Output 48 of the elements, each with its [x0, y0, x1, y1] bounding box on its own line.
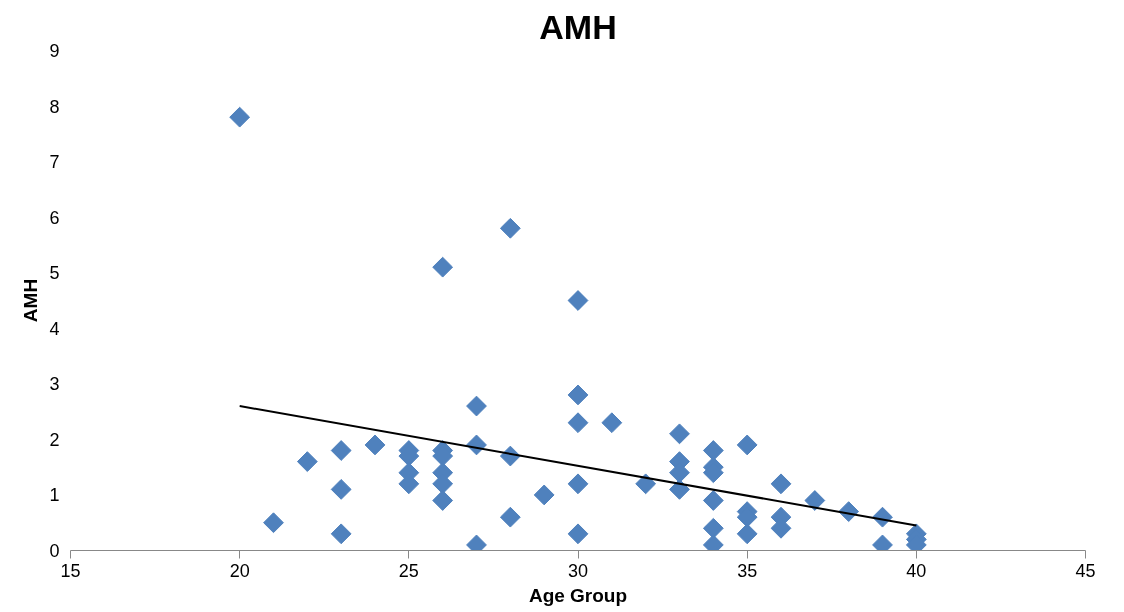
y-tick-label: 8 [49, 96, 60, 117]
y-tick-label: 1 [49, 485, 60, 506]
point [499, 217, 521, 239]
x-axis-title: Age Group [528, 584, 628, 606]
y-axis-title: AMH [20, 278, 42, 323]
y-tick-label: 2 [49, 429, 60, 450]
point [330, 478, 352, 500]
y-tick-label: 4 [49, 318, 60, 339]
y-tick-label: 5 [49, 263, 60, 284]
point [702, 517, 724, 539]
point [330, 440, 352, 461]
point [533, 484, 555, 506]
point [567, 384, 589, 406]
point [499, 506, 521, 528]
y-tick-label: 7 [49, 152, 60, 173]
point [804, 490, 826, 511]
point [601, 412, 623, 434]
y-tick-label: 0 [49, 541, 60, 561]
x-tick-label: 45 [1075, 560, 1096, 581]
y-tick-label: 6 [49, 207, 60, 228]
x-tick-label: 30 [567, 560, 589, 581]
point [635, 473, 657, 495]
point [770, 473, 792, 495]
y-tick-label: 3 [49, 374, 60, 395]
point [466, 395, 487, 417]
point [669, 423, 690, 445]
point [432, 256, 454, 278]
point [432, 490, 454, 511]
point [567, 412, 589, 434]
point [330, 523, 352, 545]
point [229, 106, 251, 128]
x-tick-label: 20 [229, 560, 250, 581]
point [263, 512, 284, 534]
point [702, 440, 724, 461]
point [567, 473, 589, 495]
point [736, 523, 758, 545]
chart-title: AMH [539, 7, 617, 46]
x-tick-label: 15 [60, 560, 81, 581]
x-tick-label: 25 [398, 560, 419, 581]
x-tick-label: 35 [737, 560, 758, 581]
x-tick-label: 40 [906, 560, 927, 581]
point [702, 490, 724, 511]
point [567, 523, 589, 545]
point [364, 434, 386, 456]
y-tick-label: 9 [49, 41, 60, 61]
point [736, 434, 758, 456]
point [296, 451, 318, 473]
point [567, 290, 589, 311]
